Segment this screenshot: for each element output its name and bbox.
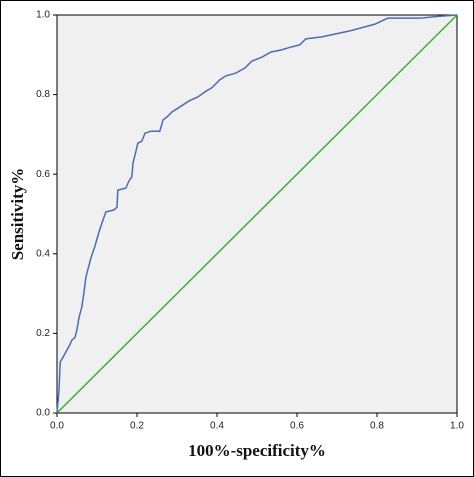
- line: [56, 14, 458, 414]
- y-tick-label: 1.0: [36, 10, 50, 21]
- y-tick-label: 0.2: [36, 328, 50, 339]
- x-tick-label: 0.0: [50, 421, 64, 432]
- x-tick-label: 0.8: [370, 421, 384, 432]
- x-tick-label: 0.2: [130, 421, 144, 432]
- x-tick-label: 0.4: [210, 421, 224, 432]
- y-tick-label: 0.4: [36, 248, 50, 259]
- line: [56, 14, 458, 414]
- x-tick-label: 1.0: [450, 421, 464, 432]
- y-tick-label: 0.0: [36, 408, 50, 419]
- x-tick-label: 0.6: [290, 421, 304, 432]
- y-axis-title: Sensitivity%: [8, 168, 27, 261]
- x-axis-title: 100%-specificity%: [188, 441, 326, 460]
- y-tick-label: 0.6: [36, 169, 50, 180]
- y-tick-label: 0.8: [36, 89, 50, 100]
